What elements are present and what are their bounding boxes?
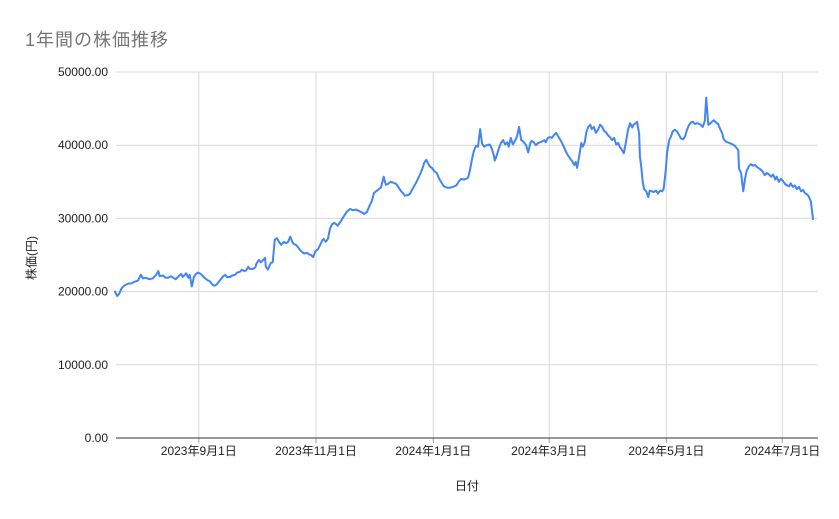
- y-tick-label: 50000.00: [58, 65, 108, 79]
- x-tick-label: 2024年1月1日: [395, 444, 471, 458]
- y-tick-label: 0.00: [85, 431, 109, 445]
- x-tick-label: 2023年11月1日: [275, 444, 357, 458]
- axis-labels-layer: 0.00 10000.00 20000.00 30000.00 40000.00…: [58, 65, 820, 458]
- grid-layer: [116, 71, 818, 443]
- price-line: [114, 96, 814, 297]
- x-tick-label: 2024年5月1日: [628, 444, 704, 458]
- y-axis-title: 株価(円): [24, 236, 39, 280]
- y-tick-label: 10000.00: [58, 358, 108, 372]
- x-axis-title: 日付: [454, 479, 480, 493]
- y-tick-label: 20000.00: [58, 285, 108, 299]
- chart-title: 1年間の株価推移: [25, 30, 170, 50]
- x-tick-label: 2024年3月1日: [511, 444, 587, 458]
- x-tick-label: 2024年7月1日: [744, 444, 820, 458]
- y-tick-label: 30000.00: [58, 211, 108, 225]
- y-tick-label: 40000.00: [58, 138, 108, 152]
- x-tick-label: 2023年9月1日: [161, 444, 237, 458]
